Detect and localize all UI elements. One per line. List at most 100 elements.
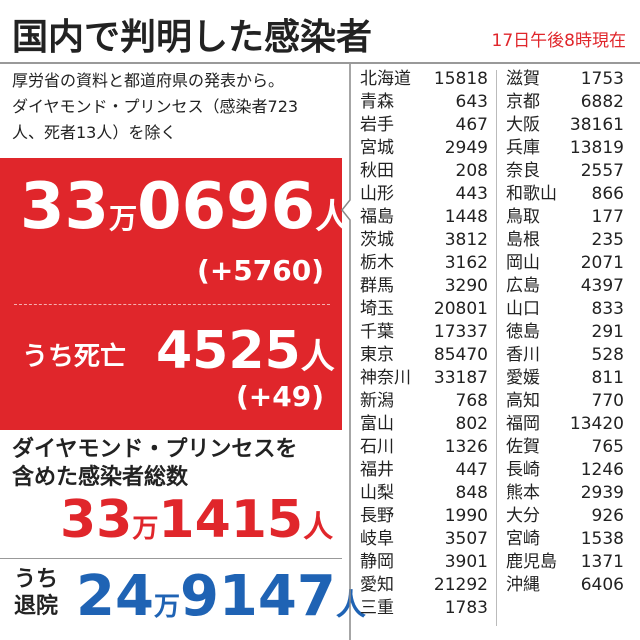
prefecture: 山形 <box>360 184 394 204</box>
count: 235 <box>591 230 624 250</box>
count: 85470 <box>433 345 488 365</box>
count: 291 <box>591 322 624 342</box>
count: 1538 <box>580 529 624 549</box>
cases-number: 33万0696人 <box>20 162 349 268</box>
table-row: 群馬 3290 <box>360 275 488 298</box>
count: 17337 <box>433 322 488 342</box>
prefecture: 鹿児島 <box>506 552 557 572</box>
table-row: 三重 1783 <box>360 597 488 620</box>
prefecture: 長野 <box>360 506 394 526</box>
table-row: 徳島 291 <box>506 321 624 344</box>
note-line: ダイヤモンド・プリンセス（感染者723 <box>12 97 299 116</box>
recovered-line: うち <box>14 567 59 592</box>
note-line: 厚労省の資料と都道府県の発表から。 <box>12 71 285 90</box>
prefecture: 岐阜 <box>360 529 394 549</box>
unit: 人 <box>315 197 350 237</box>
prefecture: 青森 <box>360 92 394 112</box>
table-row: 鳥取 177 <box>506 206 624 229</box>
table-row: 岡山 2071 <box>506 252 624 275</box>
table-row: 鹿児島 1371 <box>506 551 624 574</box>
divider <box>0 558 342 559</box>
table-row: 和歌山 866 <box>506 183 624 206</box>
recovered-label: うち 退院 <box>14 566 58 620</box>
count: 848 <box>455 483 488 503</box>
count: 866 <box>591 184 624 204</box>
count: 1371 <box>580 552 624 572</box>
prefecture: 福岡 <box>506 414 540 434</box>
count: 33187 <box>433 368 488 388</box>
prefecture: 滋賀 <box>506 69 540 89</box>
prefecture: 長崎 <box>506 460 540 480</box>
prefecture: 島根 <box>506 230 540 250</box>
column-divider <box>496 70 497 626</box>
note: 厚労省の資料と都道府県の発表から。 ダイヤモンド・プリンセス（感染者723 人、… <box>12 68 298 146</box>
count: 2949 <box>444 138 488 158</box>
count: 2071 <box>580 253 624 273</box>
table-row: 兵庫 13819 <box>506 137 624 160</box>
table-row: 長野 1990 <box>360 505 488 528</box>
count: 21292 <box>433 575 488 595</box>
count: 6882 <box>580 92 624 112</box>
count: 1783 <box>444 598 488 618</box>
prefecture: 群馬 <box>360 276 394 296</box>
table-row: 広島 4397 <box>506 275 624 298</box>
prefecture: 和歌山 <box>506 184 557 204</box>
prefecture: 大阪 <box>506 115 540 135</box>
prefecture: 愛知 <box>360 575 394 595</box>
separator <box>14 304 330 305</box>
table-row: 滋賀 1753 <box>506 68 624 91</box>
deaths-number: 4525人 <box>156 316 335 398</box>
count: 447 <box>455 460 488 480</box>
recovered-number: 24万9147人 <box>76 562 366 640</box>
table-row: 京都 6882 <box>506 91 624 114</box>
num: 33 <box>60 490 133 550</box>
deaths-label: うち死亡 <box>22 342 127 372</box>
num: 1415 <box>158 490 304 550</box>
prefecture: 岩手 <box>360 115 394 135</box>
count: 768 <box>455 391 488 411</box>
table-row: 石川 1326 <box>360 436 488 459</box>
table-row: 東京 85470 <box>360 344 488 367</box>
count: 38161 <box>569 115 624 135</box>
num: 0696 <box>137 170 316 244</box>
prefecture: 山口 <box>506 299 540 319</box>
table-row: 愛媛 811 <box>506 367 624 390</box>
prefecture: 東京 <box>360 345 394 365</box>
note-line: 人、死者13人）を除く <box>12 123 177 142</box>
prefecture: 兵庫 <box>506 138 540 158</box>
table-row: 愛知 21292 <box>360 574 488 597</box>
prefecture: 京都 <box>506 92 540 112</box>
prefecture: 茨城 <box>360 230 394 250</box>
count: 1448 <box>444 207 488 227</box>
table-row: 富山 802 <box>360 413 488 436</box>
prefecture: 熊本 <box>506 483 540 503</box>
unit: 人 <box>300 337 335 377</box>
table-row: 香川 528 <box>506 344 624 367</box>
prefecture: 徳島 <box>506 322 540 342</box>
table-row: 北海道 15818 <box>360 68 488 91</box>
prefecture: 香川 <box>506 345 540 365</box>
prefecture: 福井 <box>360 460 394 480</box>
unit: 万 <box>109 202 138 235</box>
table-row: 栃木 3162 <box>360 252 488 275</box>
table-row: 高知 770 <box>506 390 624 413</box>
count: 765 <box>591 437 624 457</box>
table-row: 熊本 2939 <box>506 482 624 505</box>
table-row: 福岡 13420 <box>506 413 624 436</box>
table-row: 島根 235 <box>506 229 624 252</box>
count: 467 <box>455 115 488 135</box>
num: 9147 <box>179 564 336 629</box>
prefecture: 奈良 <box>506 161 540 181</box>
unit: 人 <box>335 588 366 623</box>
num: 33 <box>20 170 110 244</box>
table-row: 長崎 1246 <box>506 459 624 482</box>
count: 926 <box>591 506 624 526</box>
prefecture: 埼玉 <box>360 299 394 319</box>
prefecture: 石川 <box>360 437 394 457</box>
prefecture: 広島 <box>506 276 540 296</box>
divider <box>0 62 640 64</box>
count: 1246 <box>580 460 624 480</box>
table-row: 千葉 17337 <box>360 321 488 344</box>
table-row: 大阪 38161 <box>506 114 624 137</box>
total-line: 含めた感染者総数 <box>12 465 189 490</box>
